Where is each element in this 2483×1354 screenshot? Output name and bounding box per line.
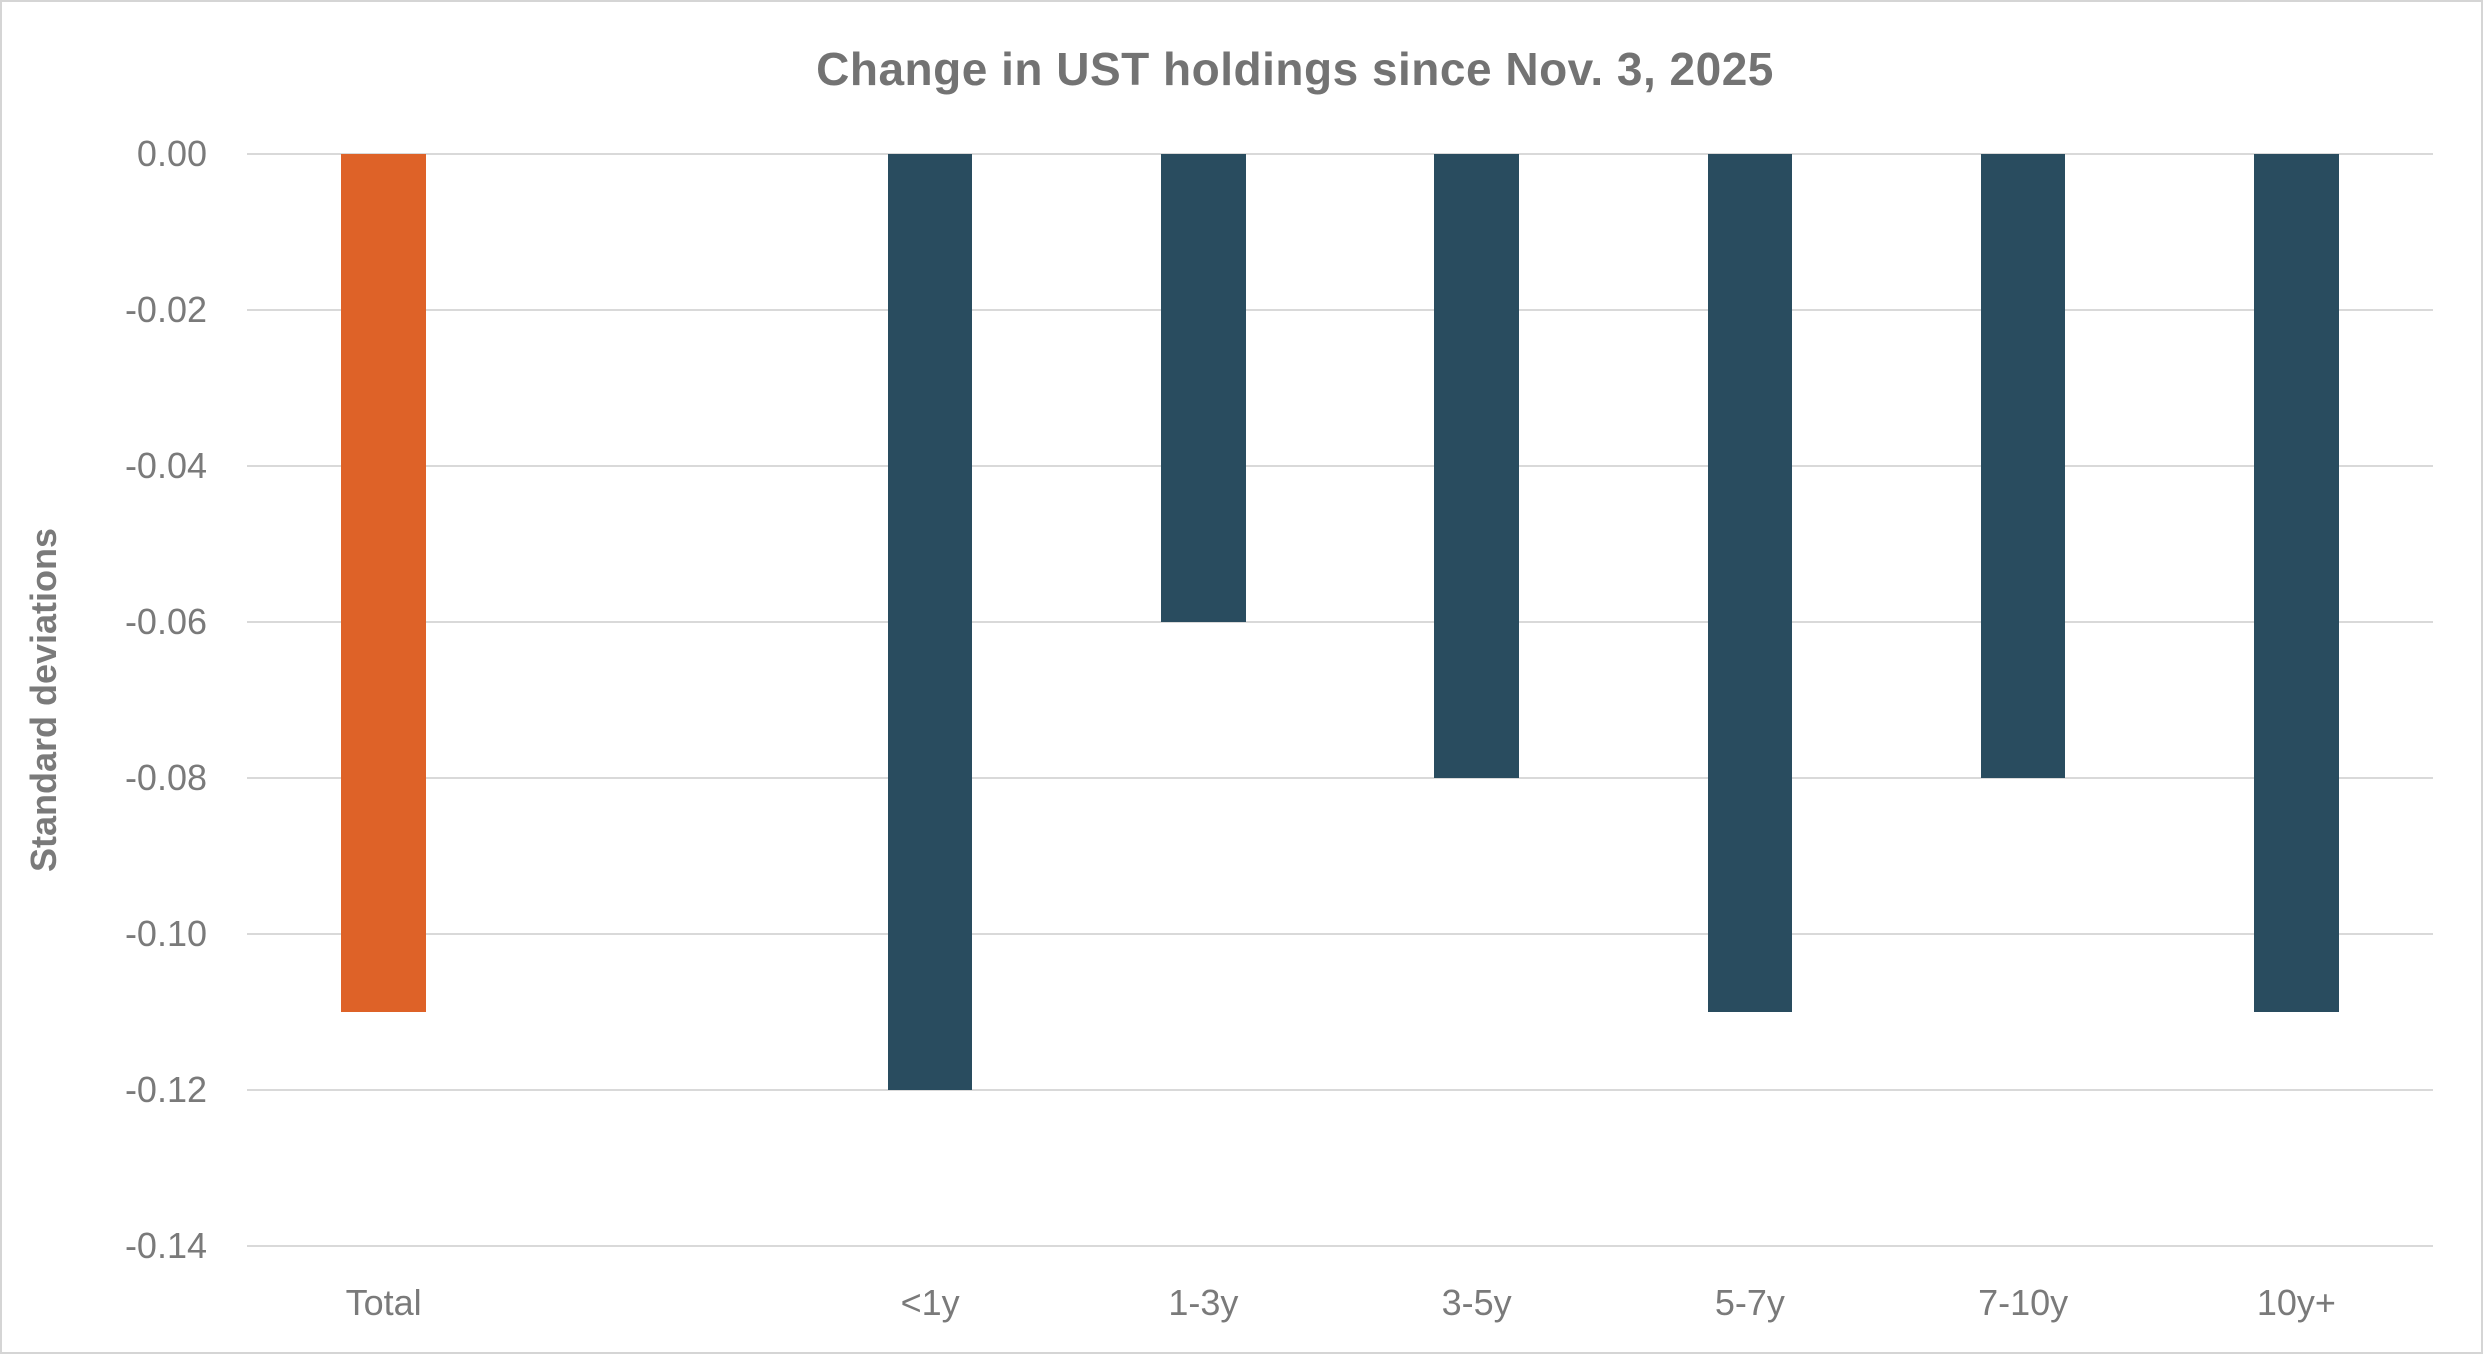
bar-710y — [1980, 154, 2066, 778]
gridline — [247, 933, 2433, 935]
x-tick-label: 10y+ — [2256, 1282, 2336, 1323]
y-tick-label: 0.00 — [136, 133, 207, 174]
x-tick-label: 5-7y — [1714, 1282, 1785, 1323]
gridline — [247, 1089, 2433, 1091]
bar-10y — [2254, 154, 2339, 1012]
y-tick-label: -0.10 — [124, 913, 207, 954]
gridline — [247, 464, 2433, 467]
y-axis-ticks: 0.00 -0.02 -0.04 -0.06 -0.08 -0.10 -0.12 -0.14 — [2, 133, 207, 1266]
y-tick-label: -0.04 — [124, 445, 207, 486]
y-tick-label: -0.02 — [124, 289, 207, 330]
chart-title: Change in UST holdings since Nov. 3, 202… — [816, 43, 1774, 95]
x-tick-label: <1y — [900, 1282, 960, 1323]
x-tick-label: 1-3y — [1168, 1282, 1239, 1323]
y-tick-label: -0.12 — [124, 1069, 207, 1110]
bar-total — [341, 154, 426, 1012]
bar-13y — [1161, 154, 1246, 622]
x-tick-label: Total — [345, 1282, 422, 1323]
y-tick-label: -0.14 — [124, 1225, 207, 1266]
x-tick-label: 7-10y — [1978, 1282, 2069, 1323]
x-axis-ticks: Total <1y 1-3y 3-5y 5-7y 7-10y 10y+ — [247, 1246, 2433, 1351]
plot-area — [247, 153, 2433, 1247]
gridline — [247, 153, 2433, 155]
y-tick-label: -0.08 — [124, 757, 207, 798]
gridline — [247, 621, 2433, 623]
x-tick-label: 3-5y — [1441, 1282, 1512, 1323]
gridline — [247, 308, 2433, 311]
bar-57y — [1707, 154, 1793, 1012]
bar-35y — [1434, 154, 1519, 778]
gridline — [247, 1245, 2433, 1247]
gridline — [247, 776, 2433, 779]
bar-1y — [887, 154, 973, 1090]
y-tick-label: -0.06 — [124, 601, 207, 642]
